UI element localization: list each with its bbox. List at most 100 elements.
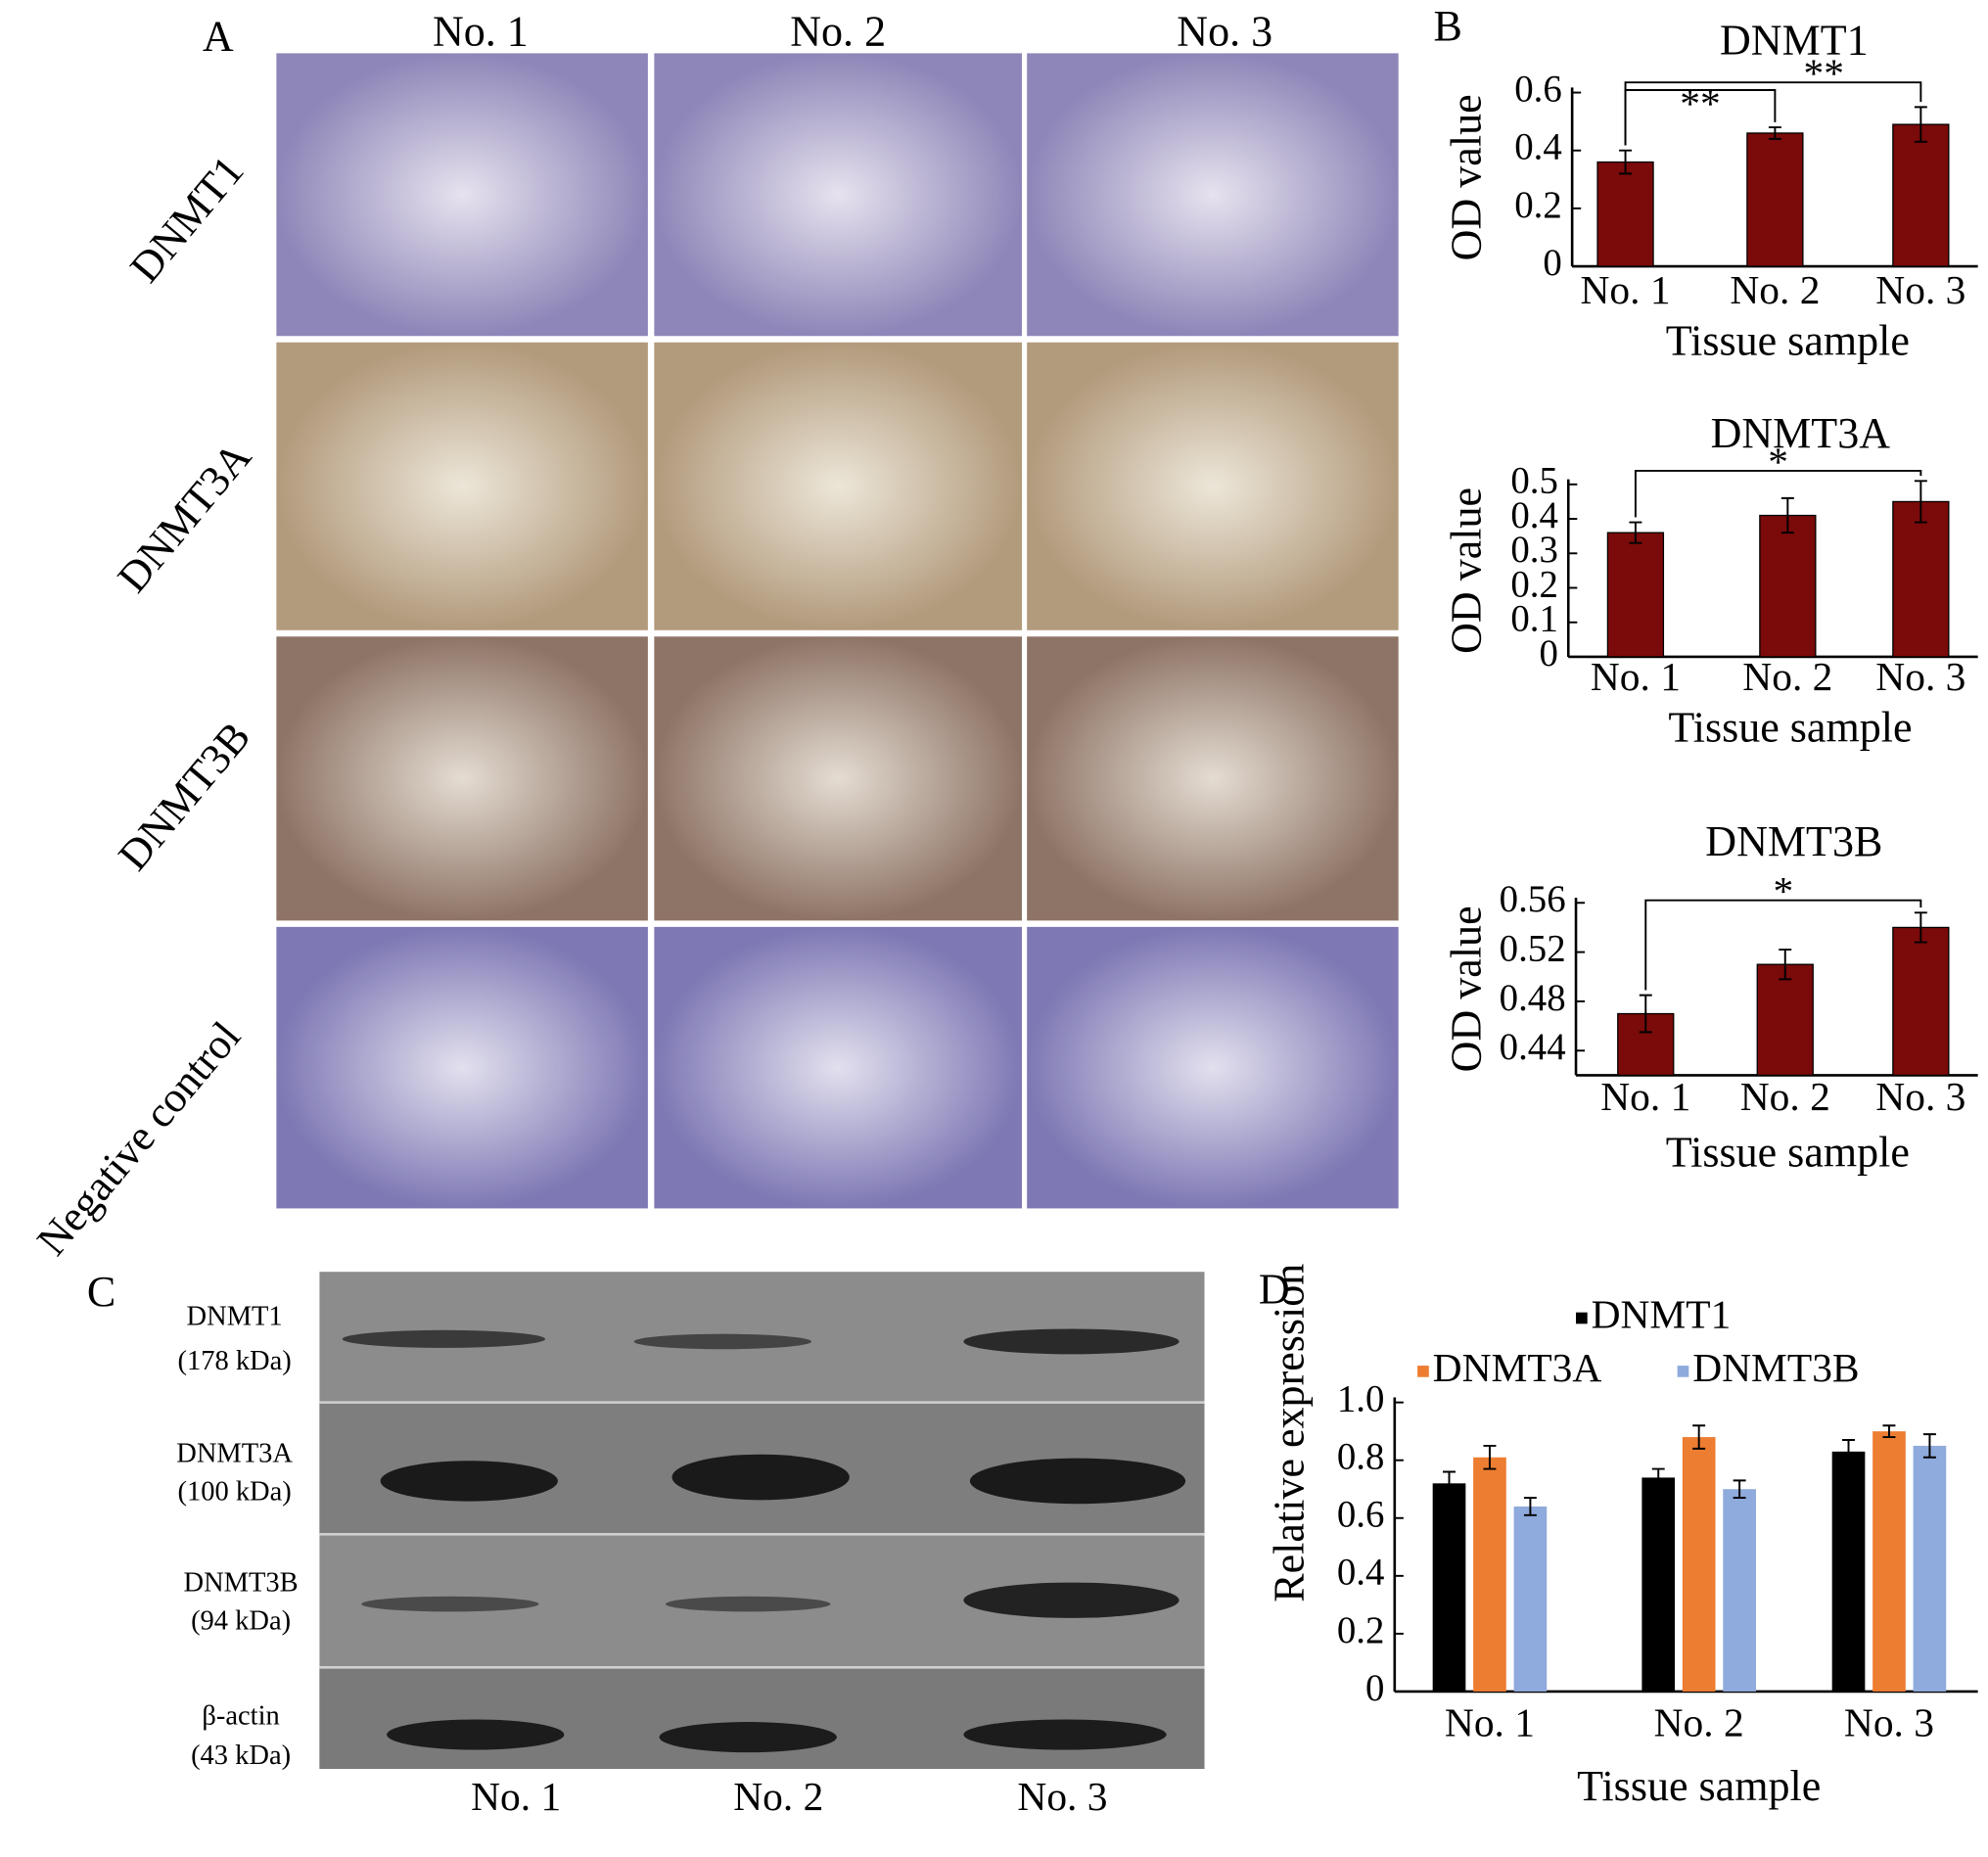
row-label: DNMT1 [120, 147, 253, 292]
tissue-image [654, 926, 1022, 1209]
blot-row-label: DNMT3B [184, 1568, 299, 1599]
band [342, 1329, 545, 1348]
error-bar [1692, 1424, 1706, 1450]
chart-title: DNMT3A [1711, 409, 1891, 457]
x-tick-label: No. 2 [1654, 1700, 1744, 1745]
row-label: Negative control [27, 1012, 250, 1264]
chart-title: DNMT1 [1720, 16, 1869, 64]
error-bar [1629, 521, 1642, 544]
x-tick-label: No. 3 [1875, 654, 1965, 699]
error-bar [1619, 149, 1633, 175]
x-axis-label: Tissue sample [1577, 1762, 1821, 1810]
y-tick-label: 0 [1543, 242, 1561, 284]
bar [1831, 1451, 1866, 1692]
x-tick-label: No. 3 [1844, 1700, 1934, 1745]
chart-title: DNMT3B [1705, 817, 1882, 865]
tissue-image [654, 342, 1022, 630]
bar [1892, 926, 1950, 1077]
blot-row-size: (94 kDa) [191, 1606, 291, 1637]
significance-label: * [1768, 439, 1788, 484]
blot-row-size: (43 kDa) [191, 1741, 291, 1771]
panel-label: B [1434, 2, 1462, 50]
error-bar [1483, 1444, 1497, 1470]
y-tick-label: 0.8 [1337, 1436, 1385, 1478]
band [380, 1461, 558, 1502]
error-bar [1733, 1479, 1746, 1500]
y-tick-label: 0.4 [1510, 494, 1558, 536]
column-label: No. 2 [790, 7, 886, 55]
band [659, 1722, 837, 1753]
row-label: DNMT3A [109, 433, 261, 601]
x-tick-label: No. 3 [1875, 1074, 1965, 1119]
x-tick-label: No. 1 [1581, 267, 1671, 312]
x-axis-label: Tissue sample [1666, 1128, 1910, 1176]
blot-row-label: DNMT1 [187, 1302, 283, 1332]
legend-label: DNMT3B [1692, 1345, 1859, 1390]
significance-bracket [1624, 81, 1922, 146]
y-axis-label: Relative expression [1265, 1264, 1313, 1602]
error-bar [1443, 1470, 1456, 1497]
y-tick-label: 0.4 [1337, 1552, 1385, 1594]
tissue-image [276, 636, 648, 921]
panel-label: A [203, 13, 234, 61]
bar [1892, 500, 1950, 658]
error-bar [1523, 1497, 1537, 1516]
legend-swatch [1417, 1366, 1429, 1377]
y-tick-label: 0.2 [1510, 563, 1558, 605]
blot-column-label: No. 1 [471, 1774, 561, 1819]
y-tick-label: 0.56 [1500, 878, 1566, 920]
panel-label: D [1259, 1265, 1290, 1313]
legend-label: DNMT1 [1592, 1292, 1732, 1337]
error-bar [1882, 1424, 1896, 1439]
bar [1759, 514, 1817, 658]
x-tick-label: No. 2 [1740, 1074, 1830, 1119]
bar [1913, 1445, 1947, 1692]
error-bar [1780, 496, 1794, 534]
error-bar [1842, 1439, 1855, 1464]
band [387, 1719, 565, 1750]
band [633, 1333, 811, 1350]
band [361, 1596, 539, 1612]
bar [1513, 1506, 1548, 1692]
tissue-image [1027, 342, 1399, 630]
y-tick-label: 0 [1539, 632, 1557, 674]
y-axis-label: OD value [1443, 905, 1491, 1072]
panel-label: C [87, 1268, 116, 1316]
tissue-image [1027, 926, 1399, 1209]
legend-swatch [1576, 1312, 1588, 1324]
x-tick-label: No. 2 [1730, 267, 1820, 312]
tissue-image [1027, 53, 1399, 337]
column-label: No. 1 [433, 7, 529, 55]
x-axis-label: Tissue sample [1668, 704, 1912, 752]
y-tick-label: 0.6 [1337, 1494, 1385, 1536]
tissue-image [276, 53, 648, 337]
legend-swatch [1677, 1366, 1689, 1377]
band [666, 1596, 831, 1612]
x-tick-label: No. 1 [1591, 654, 1681, 699]
y-tick-label: 0.5 [1510, 460, 1558, 502]
band [963, 1582, 1179, 1618]
significance-bracket [1644, 899, 1922, 991]
bar [1746, 132, 1804, 267]
blot-strip [319, 1667, 1205, 1769]
error-bar [1914, 480, 1927, 524]
x-axis-label: Tissue sample [1666, 316, 1910, 364]
y-tick-label: 0.4 [1514, 126, 1562, 168]
error-bar [1914, 106, 1927, 143]
bar [1872, 1431, 1906, 1692]
blot-column-label: No. 2 [733, 1774, 823, 1819]
band [969, 1458, 1186, 1505]
error-bar [1914, 911, 1927, 944]
tissue-image [654, 53, 1022, 337]
band [963, 1719, 1167, 1750]
bar [1641, 1477, 1676, 1692]
significance-label: ** [1804, 51, 1844, 96]
row-label: DNMT3B [109, 713, 259, 879]
blot-row-size: (178 kDa) [177, 1346, 291, 1376]
column-label: No. 3 [1177, 7, 1272, 55]
bar [1892, 123, 1950, 267]
x-tick-label: No. 1 [1445, 1700, 1535, 1745]
y-tick-label: 0.44 [1500, 1026, 1566, 1068]
tissue-image [276, 926, 648, 1209]
